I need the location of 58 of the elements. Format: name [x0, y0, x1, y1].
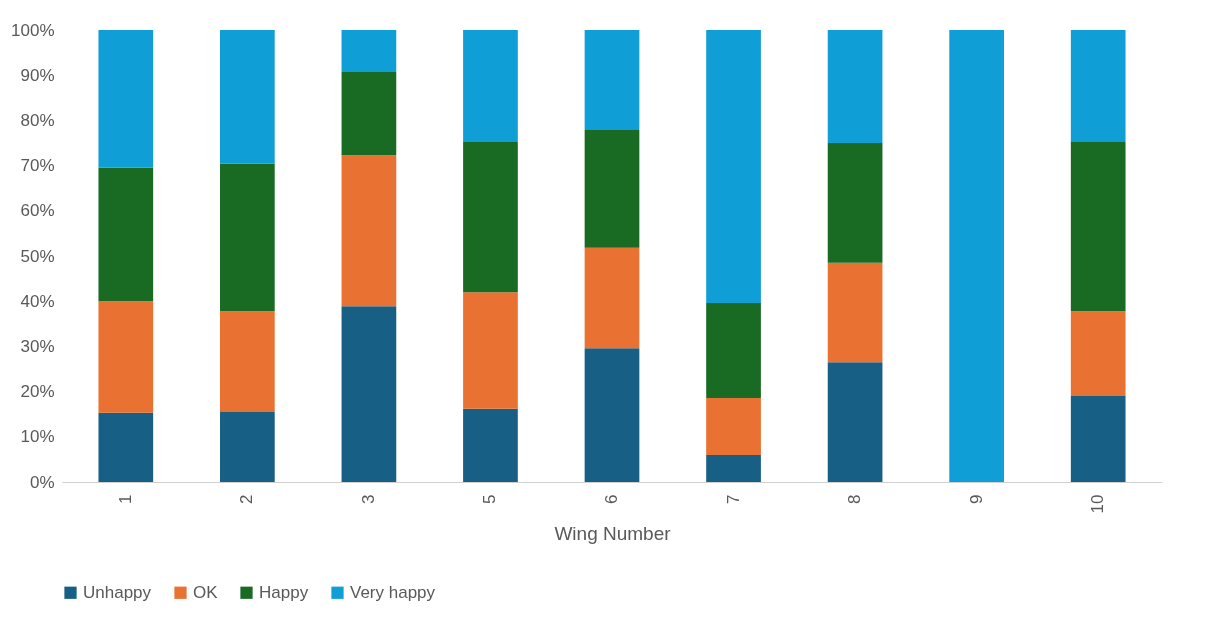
legend-label: Unhappy — [83, 582, 152, 602]
bar — [584, 30, 640, 130]
bar — [98, 30, 154, 168]
bar — [1070, 30, 1126, 142]
x-tick-label: 8 — [845, 494, 865, 504]
x-tick-label: 2 — [237, 494, 257, 504]
bar — [220, 163, 275, 312]
bar — [220, 311, 275, 412]
y-tick-label: 70% — [20, 156, 55, 176]
legend-label: OK — [193, 582, 219, 602]
x-tick-label: 7 — [723, 494, 743, 504]
y-tick-label: 50% — [20, 246, 55, 266]
bar — [706, 303, 761, 398]
y-tick-label: 30% — [20, 336, 55, 356]
x-axis-title: Wing Number — [554, 523, 672, 545]
bar — [949, 30, 1004, 482]
bar — [463, 142, 518, 293]
y-tick-label: 60% — [20, 201, 55, 221]
bar — [220, 411, 275, 482]
bar — [584, 129, 640, 248]
y-tick-label: 100% — [11, 20, 55, 40]
x-tick-label: 9 — [966, 494, 986, 504]
x-tick-label: 6 — [602, 494, 621, 504]
y-tick-label: 40% — [20, 291, 55, 311]
bar — [463, 30, 518, 143]
y-tick-label: 80% — [20, 110, 55, 130]
bar — [341, 72, 397, 156]
legend-label: Happy — [259, 582, 309, 602]
bar — [463, 408, 518, 482]
bar — [706, 454, 761, 482]
bar — [341, 30, 397, 73]
x-tick-label: 3 — [358, 494, 378, 504]
bar — [463, 292, 518, 409]
bar — [1070, 311, 1126, 397]
bar — [341, 306, 397, 482]
bar — [1070, 141, 1126, 312]
legend-label: Very happy — [350, 582, 436, 602]
bar — [98, 412, 154, 482]
bar — [827, 262, 883, 363]
bar — [827, 143, 883, 263]
bar — [220, 30, 275, 164]
y-tick-label: 10% — [20, 427, 55, 447]
bar — [341, 155, 397, 307]
bar — [584, 247, 640, 349]
bar — [1070, 396, 1126, 482]
bar — [827, 30, 883, 143]
y-tick-label: 0% — [29, 472, 55, 492]
bar — [827, 362, 883, 482]
bar — [98, 167, 154, 302]
y-tick-label: 20% — [20, 382, 55, 402]
x-tick-label: 10 — [1088, 494, 1108, 514]
bar — [706, 30, 761, 304]
y-tick-label: 90% — [20, 65, 55, 85]
x-tick-label: 5 — [480, 494, 500, 504]
x-tick-label: 1 — [115, 494, 135, 504]
bar — [706, 397, 761, 455]
bar — [584, 348, 640, 482]
bar — [98, 301, 154, 413]
